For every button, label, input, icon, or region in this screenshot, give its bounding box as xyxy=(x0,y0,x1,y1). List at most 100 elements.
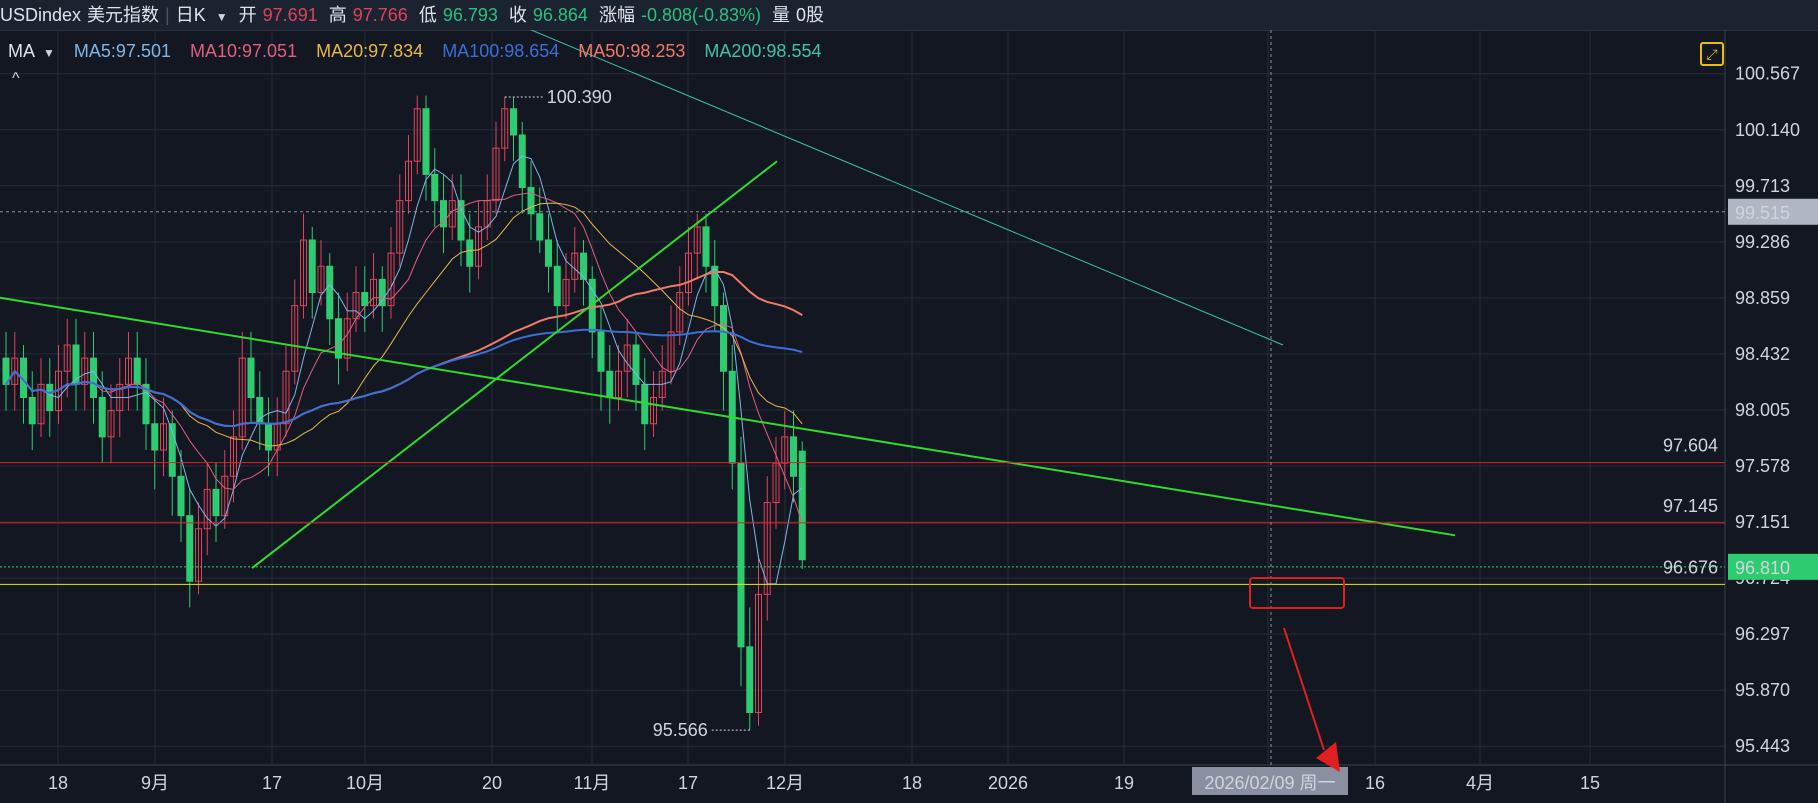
collapse-icon[interactable]: ^ xyxy=(12,70,20,87)
trendline-down[interactable] xyxy=(0,296,1456,537)
arrow-shaft[interactable] xyxy=(1283,627,1325,751)
candle-body[interactable] xyxy=(212,488,220,517)
candle-body[interactable] xyxy=(413,108,421,162)
candle-body[interactable] xyxy=(510,108,517,136)
candle-body[interactable] xyxy=(606,370,614,398)
candle-body[interactable] xyxy=(597,331,605,372)
candle-body[interactable] xyxy=(107,410,115,438)
trendline-up[interactable] xyxy=(251,160,778,569)
candle-body[interactable] xyxy=(457,200,465,241)
candle-body[interactable] xyxy=(405,160,412,202)
indicator-dropdown-icon[interactable]: ▼ xyxy=(43,46,55,60)
candle-body[interactable] xyxy=(308,239,316,293)
candle-body[interactable] xyxy=(142,383,150,425)
candle-body[interactable] xyxy=(431,173,439,202)
candle-body[interactable] xyxy=(247,357,255,398)
period-selector[interactable]: 日K xyxy=(175,5,206,25)
candle-body[interactable] xyxy=(737,462,745,648)
candle-body[interactable] xyxy=(238,357,246,438)
candle-body[interactable] xyxy=(667,331,675,372)
candle-body[interactable] xyxy=(615,370,622,398)
candle-body[interactable] xyxy=(46,383,54,412)
candle-body[interactable] xyxy=(168,423,176,477)
candle-body[interactable] xyxy=(387,252,395,307)
symbol[interactable]: USDindex xyxy=(0,5,82,25)
candle-body[interactable] xyxy=(720,305,727,372)
current-price-label: 96.810 xyxy=(1735,558,1790,578)
candle-body[interactable] xyxy=(790,436,797,477)
candle-body[interactable] xyxy=(501,108,509,149)
chevron-down-icon[interactable]: ▼ xyxy=(215,10,228,24)
candle-body[interactable] xyxy=(133,357,141,385)
candle-body[interactable] xyxy=(221,475,229,517)
candle-body[interactable] xyxy=(28,397,36,425)
candle-body[interactable] xyxy=(527,187,535,215)
y-tick-label: 100.567 xyxy=(1735,64,1800,84)
candle-body[interactable] xyxy=(63,344,71,372)
candle-body[interactable] xyxy=(518,134,526,188)
candle-body[interactable] xyxy=(151,423,159,451)
candle-body[interactable] xyxy=(702,226,710,267)
candle-body[interactable] xyxy=(685,252,692,293)
volume-value: 0股 xyxy=(796,5,825,25)
indicator-name[interactable]: MA xyxy=(8,41,35,61)
candle-body[interactable] xyxy=(177,475,185,517)
ma20-value: MA20:97.834 xyxy=(316,41,424,61)
candle-body[interactable] xyxy=(370,278,377,307)
price-chart[interactable]: 100.567 100.140 99.713 99.286 98.859 98.432 98… xyxy=(0,30,1818,803)
candle-body[interactable] xyxy=(160,423,167,451)
candle-body[interactable] xyxy=(676,292,684,333)
candle-body[interactable] xyxy=(335,318,342,359)
candle-body[interactable] xyxy=(81,357,89,385)
candle-body[interactable] xyxy=(203,488,211,530)
candle-body[interactable] xyxy=(755,593,762,713)
candle-body[interactable] xyxy=(291,305,299,372)
candle-body[interactable] xyxy=(632,344,640,385)
candle-body[interactable] xyxy=(361,292,369,307)
candle-body[interactable] xyxy=(711,265,719,307)
candle-body[interactable] xyxy=(256,397,264,425)
level-label: 97.145 xyxy=(1663,496,1718,516)
candle-body[interactable] xyxy=(553,265,561,307)
candle-body[interactable] xyxy=(326,265,334,320)
candle-body[interactable] xyxy=(492,147,500,202)
x-tick-label: 12月 xyxy=(766,773,804,793)
candle-body[interactable] xyxy=(90,357,97,398)
candle-body[interactable] xyxy=(781,436,789,464)
candle-body[interactable] xyxy=(580,252,587,280)
candle-body[interactable] xyxy=(440,200,447,228)
candle-body[interactable] xyxy=(300,239,307,307)
candle-body[interactable] xyxy=(466,239,474,267)
candle-body[interactable] xyxy=(11,357,19,385)
candle-body[interactable] xyxy=(422,108,430,175)
candle-body[interactable] xyxy=(230,436,237,477)
candle-body[interactable] xyxy=(195,528,202,582)
candle-body[interactable] xyxy=(545,239,552,267)
candle-body[interactable] xyxy=(186,515,194,582)
x-tick-label: 15 xyxy=(1580,773,1600,793)
candle-body[interactable] xyxy=(763,502,771,595)
change-label: 涨幅 xyxy=(598,5,635,25)
candle-body[interactable] xyxy=(536,213,544,241)
candle-body[interactable] xyxy=(475,226,482,267)
candle-body[interactable] xyxy=(693,226,701,254)
candle-body[interactable] xyxy=(562,278,570,307)
candle-body[interactable] xyxy=(282,370,290,425)
ma10-value: MA10:97.051 xyxy=(190,41,298,61)
candle-body[interactable] xyxy=(37,383,45,425)
ma200-line xyxy=(530,30,1284,346)
candle-body[interactable] xyxy=(317,265,325,293)
candle-body[interactable] xyxy=(125,357,132,385)
symbol-name: 美元指数 xyxy=(87,5,160,25)
candle-body[interactable] xyxy=(98,397,106,438)
candle-body[interactable] xyxy=(798,450,806,561)
candle-body[interactable] xyxy=(772,462,780,503)
expand-icon[interactable]: ⤢ xyxy=(1700,42,1724,66)
candle-body[interactable] xyxy=(396,200,404,254)
candle-body[interactable] xyxy=(746,646,754,713)
candle-body[interactable] xyxy=(448,200,456,228)
highlight-box[interactable] xyxy=(1249,577,1345,609)
candle-body[interactable] xyxy=(378,278,386,307)
candle-body[interactable] xyxy=(72,344,80,385)
candle-body[interactable] xyxy=(650,397,657,425)
